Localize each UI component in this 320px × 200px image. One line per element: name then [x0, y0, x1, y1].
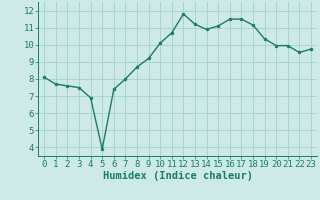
X-axis label: Humidex (Indice chaleur): Humidex (Indice chaleur): [103, 171, 252, 181]
